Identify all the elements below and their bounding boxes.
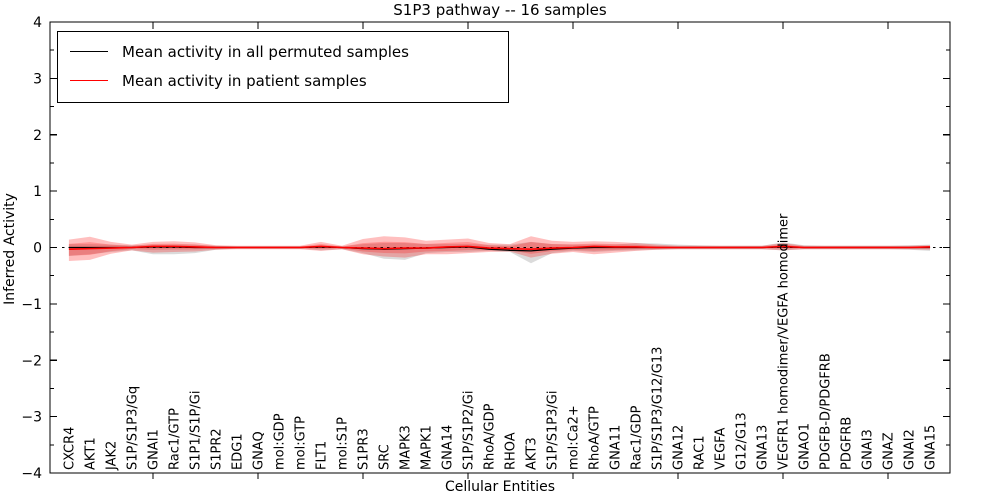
legend-line-permuted-icon [70,51,108,52]
x-category-label: S1PR2 [209,428,224,470]
x-category-label: AKT3 [524,437,539,470]
chart-title: S1P3 pathway -- 16 samples [393,1,607,19]
patient-mean-line [68,245,931,250]
x-category-label: GNAI3 [861,429,876,470]
x-category-label: GNAI2 [903,429,918,470]
x-category-label: GNA14 [440,425,455,470]
x-category-label: MAPK3 [398,425,413,470]
x-category-label: VEGFA [714,428,729,470]
y-tick-label: −2 [21,353,42,369]
x-category-label: AKT1 [83,437,98,470]
legend-label-permuted: Mean activity in all permuted samples [122,42,409,61]
legend-label-patient: Mean activity in patient samples [122,71,367,90]
x-category-label: RHOA [503,432,518,470]
x-category-label: SRC [377,444,392,470]
x-category-label: GNAO1 [798,423,813,470]
x-category-label: GNAZ [882,432,897,470]
x-category-label: S1P/S1P3/Gq [125,386,140,470]
x-category-label: GNA11 [608,425,623,470]
legend-line-patient-icon [70,80,108,81]
y-tick-label: −4 [21,466,42,482]
x-category-label: RhoA/GTP [587,406,602,470]
y-axis-label: Inferred Activity [2,193,18,305]
legend-entry-permuted: Mean activity in all permuted samples [70,37,508,66]
x-category-label: mol:Ca2+ [566,405,581,470]
x-category-label: RhoA/GDP [482,403,497,470]
x-category-label: FLT1 [314,441,329,470]
x-axis-label: Cellular Entities [444,479,556,495]
y-tick-label: 0 [33,241,42,257]
x-category-label: Rac1/GTP [167,408,182,470]
x-category-label: GNA12 [672,425,687,470]
x-category-label: Rac1/GDP [629,405,644,470]
y-tick-label: 4 [33,15,42,31]
x-category-label: mol:S1P [335,417,350,470]
y-tick-label: 2 [33,128,42,144]
y-tick-label: 3 [33,71,42,87]
x-category-label: S1P/S1P2/Gi [461,391,476,470]
x-category-label: PDGFRB [840,417,855,470]
legend: Mean activity in all permuted samples Me… [57,31,509,103]
x-category-label: S1P1/S1P/Gi [188,391,203,470]
x-category-label: S1P/S1P3/G12/G13 [651,347,666,470]
y-tick-label: −1 [21,297,42,313]
x-category-label: S1P/S1P3/Gi [545,391,560,470]
x-category-label: GNA15 [924,425,939,470]
x-category-label: G12/G13 [735,412,750,470]
x-category-label: MAPK1 [419,425,434,470]
x-category-label: GNA13 [756,425,771,470]
legend-entry-patient: Mean activity in patient samples [70,66,508,95]
y-tick-label: 1 [33,184,42,200]
x-category-label: GNAQ [251,431,266,470]
x-category-label: S1PR3 [356,428,371,470]
x-category-label: PDGFB-D/PDGFRB [819,353,834,470]
x-category-label: GNAI1 [146,429,161,470]
x-category-label: JAK2 [104,441,119,471]
x-category-label: VEGFR1 homodimer/VEGFA homodimer [777,213,792,470]
x-category-label: mol:GTP [293,416,308,470]
x-category-label: RAC1 [693,435,708,470]
x-category-label: EDG1 [230,433,245,470]
x-category-label: CXCR4 [62,427,77,470]
y-tick-label: −3 [21,410,42,426]
x-category-label: mol:GDP [272,413,287,470]
